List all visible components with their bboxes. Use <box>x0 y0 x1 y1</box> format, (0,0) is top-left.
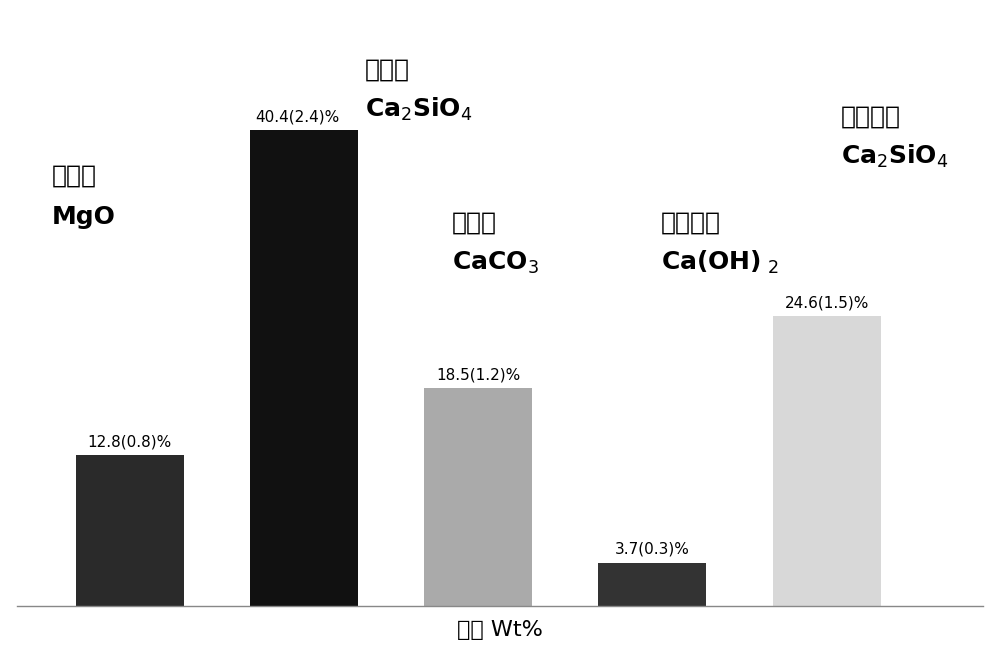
X-axis label: 含量 Wt%: 含量 Wt% <box>457 620 543 641</box>
Text: 12.8(0.8)%: 12.8(0.8)% <box>88 434 172 449</box>
Text: 方解石: 方解石 <box>452 211 497 235</box>
Text: 橄榄石: 橄榄石 <box>365 58 410 81</box>
Text: 斜确馒石: 斜确馒石 <box>841 104 901 129</box>
Bar <box>598 563 706 606</box>
Text: CaCO$_3$: CaCO$_3$ <box>452 250 539 276</box>
Text: Ca$_2$SiO$_4$: Ca$_2$SiO$_4$ <box>365 96 472 123</box>
Text: 18.5(1.2)%: 18.5(1.2)% <box>436 367 520 382</box>
Text: 24.6(1.5)%: 24.6(1.5)% <box>784 296 869 310</box>
Bar <box>424 388 532 606</box>
Text: MgO: MgO <box>52 205 115 229</box>
Text: Ca(OH)$_{\ 2}$: Ca(OH)$_{\ 2}$ <box>661 249 779 276</box>
Text: 3.7(0.3)%: 3.7(0.3)% <box>615 542 690 557</box>
Bar <box>76 455 184 606</box>
Text: 氧化镁: 氧化镁 <box>52 164 97 188</box>
Bar <box>773 316 881 606</box>
Text: 40.4(2.4)%: 40.4(2.4)% <box>255 109 340 124</box>
Text: 氯氧化馒: 氯氧化馒 <box>661 211 721 235</box>
Bar <box>250 130 358 606</box>
Text: Ca$_2$SiO$_4$: Ca$_2$SiO$_4$ <box>841 143 948 170</box>
